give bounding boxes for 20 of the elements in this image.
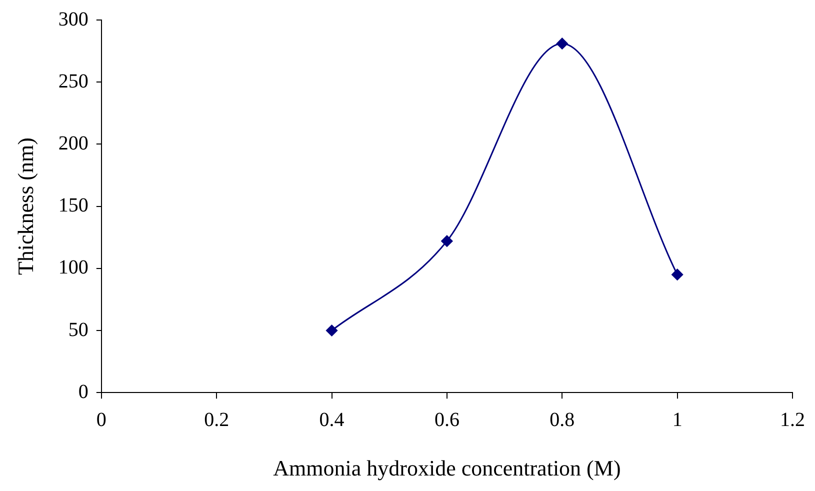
x-tick-label: 1 xyxy=(672,408,682,431)
y-tick-label: 200 xyxy=(58,132,88,154)
x-tick-label: 0 xyxy=(96,408,106,431)
point xyxy=(672,268,684,280)
y-axis-title: Thickness (nm) xyxy=(12,138,38,276)
x-tick-label: 0.8 xyxy=(550,408,575,431)
point xyxy=(441,235,453,247)
y-tick-label: 100 xyxy=(58,256,88,279)
point xyxy=(326,324,338,336)
y-tick-label: 250 xyxy=(58,70,88,92)
x-axis-title: Ammonia hydroxide concentration (M) xyxy=(273,456,621,481)
x-tick-label: 0.2 xyxy=(204,408,230,431)
y-tick-label: 0 xyxy=(78,380,88,403)
y-tick-label: 150 xyxy=(58,194,88,217)
x-tick-label: 0.4 xyxy=(319,408,344,431)
y-tick-label: 50 xyxy=(68,318,88,341)
x-tick-label: 0.6 xyxy=(434,408,460,431)
x-tick-label: 1.2 xyxy=(780,408,805,431)
y-tick-label: 300 xyxy=(58,8,88,30)
point xyxy=(556,38,568,50)
